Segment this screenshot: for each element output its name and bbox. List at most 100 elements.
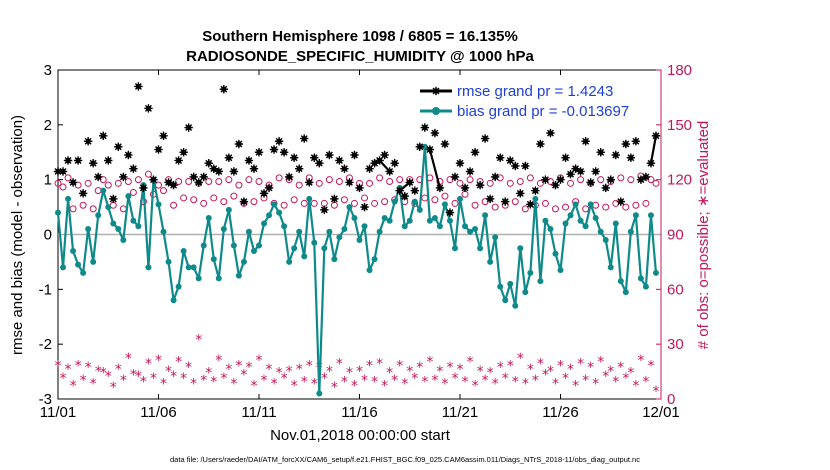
obs-evaluated-point: * [567, 362, 574, 378]
rmse-marker-ray [235, 140, 243, 148]
bias-point [80, 269, 87, 276]
bias-segment [318, 248, 326, 394]
obs-evaluated-point: * [462, 375, 469, 391]
obs-evaluated-series: ****************************************… [55, 333, 660, 400]
bias-point [457, 195, 463, 202]
obs-evaluated-point: * [537, 356, 544, 372]
bias-point [587, 201, 594, 208]
obs-possible-point [511, 198, 519, 206]
obs-evaluated-point: * [632, 378, 639, 394]
rmse-marker-ray [144, 104, 152, 112]
bias-segment [509, 283, 517, 307]
obs-evaluated-point: * [637, 353, 644, 369]
rmse-point [73, 156, 83, 165]
rmse-point [465, 167, 475, 176]
bias-point [371, 256, 378, 263]
rmse-point [410, 186, 419, 195]
obs-possible-point [541, 199, 549, 207]
rmse-point [541, 175, 550, 184]
bias-point [210, 256, 217, 263]
obs-possible-point [491, 203, 499, 211]
bias-segment [97, 190, 105, 216]
bias-point [532, 195, 539, 202]
obs-possible-point [215, 177, 223, 185]
legend-rmse-marker [431, 86, 441, 96]
rmse-marker-ray [89, 159, 97, 167]
bias-point [416, 206, 423, 213]
rmse-point [184, 123, 193, 132]
bias-point [100, 187, 107, 194]
rmse-series [53, 82, 661, 217]
rmse-marker-ray [481, 135, 489, 143]
obs-evaluated-point: * [396, 358, 403, 374]
bias-point [195, 275, 202, 282]
bias-segment [438, 204, 446, 227]
bias-segment [529, 198, 537, 273]
rmse-point [546, 128, 555, 138]
bias-segment [222, 209, 230, 230]
bias-point [205, 215, 212, 222]
rmse-point [380, 150, 389, 160]
rmse-marker-ray [290, 154, 298, 162]
obs-evaluated-point: * [431, 373, 438, 389]
rmse-point [375, 156, 384, 165]
bias-point [336, 234, 343, 241]
bias-point [421, 143, 428, 150]
obs-possible-point [521, 205, 529, 213]
obs-evaluated-point: * [386, 366, 393, 382]
bias-segment [167, 261, 175, 301]
bias-segment [56, 212, 65, 268]
bias-point [652, 269, 659, 276]
obs-evaluated-point: * [145, 356, 152, 372]
obs-possible-point [200, 199, 208, 207]
obs-possible-point [617, 174, 625, 182]
rmse-point [340, 164, 349, 173]
bias-point [441, 201, 448, 208]
rmse-point [114, 142, 123, 151]
obs-possible-point [205, 177, 213, 185]
rmse-marker-ray [330, 195, 338, 203]
bias-segment [257, 223, 266, 246]
rmse-point [249, 164, 259, 173]
chart-title-line1: Southern Hemisphere 1098 / 6805 = 16.135… [202, 28, 518, 45]
bias-segment [373, 231, 381, 260]
y-tick-label-left: 3 [44, 62, 52, 79]
rmse-marker-ray [602, 184, 610, 192]
obs-evaluated-point: * [607, 364, 614, 380]
bias-segment [197, 245, 205, 279]
obs-evaluated-point: * [622, 371, 629, 387]
rmse-point [566, 169, 575, 179]
bias-segment [247, 231, 256, 252]
obs-evaluated-point: * [366, 358, 373, 374]
rmse-point [78, 189, 88, 198]
bias-segment [609, 223, 617, 268]
legend-bias-label: bias grand pr = -0.013697 [457, 103, 629, 120]
bias-segment [142, 185, 150, 268]
rmse-marker-ray [416, 143, 424, 151]
bias-segment [308, 198, 316, 243]
rmse-point [586, 178, 595, 187]
rmse-point [315, 159, 324, 168]
x-tick-label: 11/06 [140, 404, 176, 421]
bias-point [185, 264, 192, 271]
bias-point [607, 264, 614, 271]
obs-possible-point [104, 181, 112, 189]
rmse-marker-ray [607, 176, 615, 184]
obs-evaluated-point: * [130, 367, 137, 383]
bias-segment [388, 201, 396, 222]
rmse-point [475, 180, 485, 190]
rmse-marker-ray [305, 178, 313, 186]
y-tick-label-left: -3 [39, 391, 52, 408]
obs-evaluated-point: * [200, 373, 207, 389]
obs-possible-point [340, 196, 348, 204]
obs-possible-point [622, 203, 630, 211]
rmse-marker-ray [441, 140, 449, 148]
bias-point [567, 212, 574, 219]
bias-point [170, 297, 177, 304]
obs-evaluated-point: * [70, 378, 77, 394]
x-tick-label: 11/26 [542, 404, 578, 421]
obs-evaluated-point: * [572, 378, 579, 394]
bias-segment [418, 146, 426, 210]
bias-point [497, 283, 504, 290]
rmse-marker-ray [129, 165, 137, 173]
